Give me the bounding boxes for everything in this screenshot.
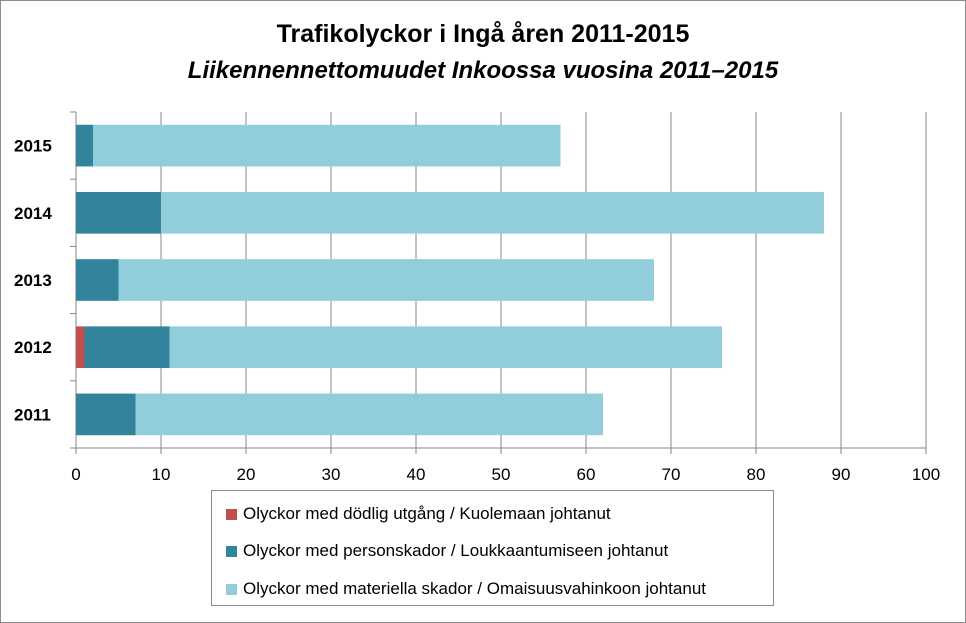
bar-2013-series-2: [118, 259, 654, 301]
bar-2013-series-1: [76, 259, 119, 301]
x-tick-label-80: 80: [747, 465, 766, 484]
chart-subtitle: Liikennennettomuudet Inkoossa vuosina 20…: [187, 57, 779, 84]
legend-label-fatal: Olyckor med dödlig utgång / Kuolemaan jo…: [243, 504, 611, 523]
y-tick-label-2013: 2013: [14, 271, 52, 290]
legend-item-fatal: Olyckor med dödlig utgång / Kuolemaan jo…: [226, 502, 611, 526]
bar-2014-series-1: [76, 191, 161, 234]
legend-swatch-injury: [226, 545, 237, 557]
legend-label-injury: Olyckor med personskador / Loukkaantumis…: [243, 541, 669, 560]
x-tick-label-20: 20: [237, 465, 256, 484]
x-tick-label-50: 50: [492, 465, 511, 484]
legend-label-property: Olyckor med materiella skador / Omaisuus…: [243, 579, 706, 598]
bar-2012-series-2: [169, 326, 722, 369]
x-tick-label-30: 30: [322, 465, 341, 484]
bar-2012-series-0: [76, 326, 85, 369]
y-tick-label-2015: 2015: [14, 137, 52, 156]
legend-swatch-property: [226, 583, 237, 595]
bar-2011-series-2: [135, 393, 603, 436]
bar-2011-series-1: [76, 393, 136, 436]
x-tick-label-40: 40: [407, 465, 426, 484]
legend-item-property: Olyckor med materiella skador / Omaisuus…: [226, 577, 706, 601]
legend-swatch-fatal: [226, 508, 237, 520]
chart-title: Trafikolyckor i Ingå åren 2011-2015: [276, 20, 690, 48]
x-tick-label-90: 90: [832, 465, 851, 484]
x-tick-label-0: 0: [71, 465, 80, 484]
x-tick-label-70: 70: [662, 465, 681, 484]
x-tick-label-60: 60: [577, 465, 596, 484]
bar-2012-series-1: [84, 326, 170, 369]
legend-item-injury: Olyckor med personskador / Loukkaantumis…: [226, 539, 668, 563]
legend: Olyckor med dödlig utgång / Kuolemaan jo…: [211, 490, 774, 606]
x-tick-label-100: 100: [912, 465, 940, 484]
bar-2014-series-2: [161, 191, 824, 234]
y-tick-label-2011: 2011: [14, 405, 51, 424]
y-tick-label-2014: 2014: [14, 204, 52, 223]
bar-2015-series-1: [76, 124, 93, 167]
x-tick-label-10: 10: [152, 465, 171, 484]
bar-2015-series-2: [93, 124, 561, 167]
y-tick-label-2012: 2012: [14, 338, 52, 357]
